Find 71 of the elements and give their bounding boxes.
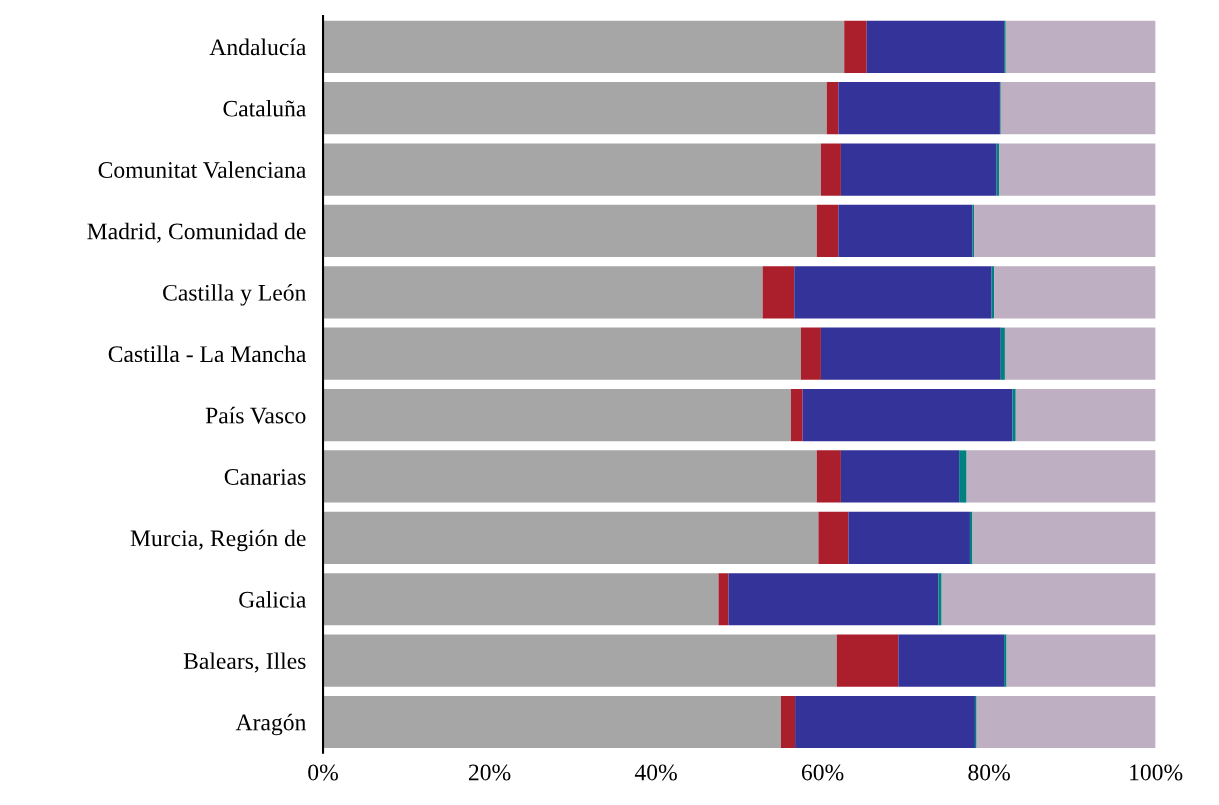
bar [323,204,817,258]
bar [1004,327,1156,380]
y-tick-label: País Vasco [205,406,306,424]
bar [323,388,791,442]
bar [826,82,839,135]
y-tick-label: Galicia [239,591,307,608]
bar [820,143,841,196]
bar [866,20,1005,73]
bar [976,695,1156,749]
bar [994,266,1156,319]
bar [1000,327,1005,380]
bar [972,511,1156,564]
bar [1015,388,1156,442]
bar [818,511,849,564]
bar [728,573,939,626]
bar [323,573,719,626]
bar [836,634,899,687]
bar [938,573,942,626]
bar [323,511,819,564]
bar [840,143,997,196]
bar [820,327,1001,380]
y-tick-label: Balears, Illes [183,652,306,673]
bar [794,266,992,319]
y-tick-label: Murcia, Región de [130,529,306,552]
y-tick-label: Aragón [235,713,307,736]
x-tick-label: 0% [308,764,338,781]
bar [1000,82,1156,135]
bar [795,695,975,749]
y-tick-label: Castilla - La Mancha [108,345,307,363]
bar [323,695,781,749]
bar [816,450,841,503]
bar [323,82,827,135]
bar [800,327,821,380]
bar [966,450,1156,503]
y-tick-label: Comunitat Valenciana [98,161,307,179]
y-tick-label: Canarias [224,469,306,485]
y-tick-label: Andalucía [209,38,307,56]
bar [323,266,763,319]
bar [848,511,970,564]
bar [762,266,795,319]
x-tick-label: 20% [468,764,511,781]
x-tick-label: 60% [801,764,844,781]
bar [323,634,837,687]
bar [1012,388,1016,442]
bar [898,634,1005,687]
bar [1005,20,1156,73]
y-tick-label: Madrid, Comunidad de [87,222,306,243]
bar [1006,634,1156,687]
x-tick-label: 100% [1130,764,1183,781]
bar [790,388,803,442]
bar [816,204,839,258]
x-tick-label: 80% [968,764,1010,781]
bar [840,450,960,503]
bar [959,450,967,503]
bar [844,20,867,73]
bar [718,573,729,626]
x-tick-label: 40% [634,764,677,781]
y-tick-label: Cataluña [223,99,307,117]
bar [941,573,1156,626]
bar [802,388,1013,442]
bar [974,204,1156,258]
bar [323,20,845,73]
bar [780,695,796,749]
bar [323,327,801,380]
bar [323,143,821,196]
bar [323,450,817,503]
y-tick-label: Castilla y León [163,284,307,306]
bar [999,143,1156,196]
bar [1004,634,1007,687]
bar [838,82,1000,135]
bar [838,204,973,258]
